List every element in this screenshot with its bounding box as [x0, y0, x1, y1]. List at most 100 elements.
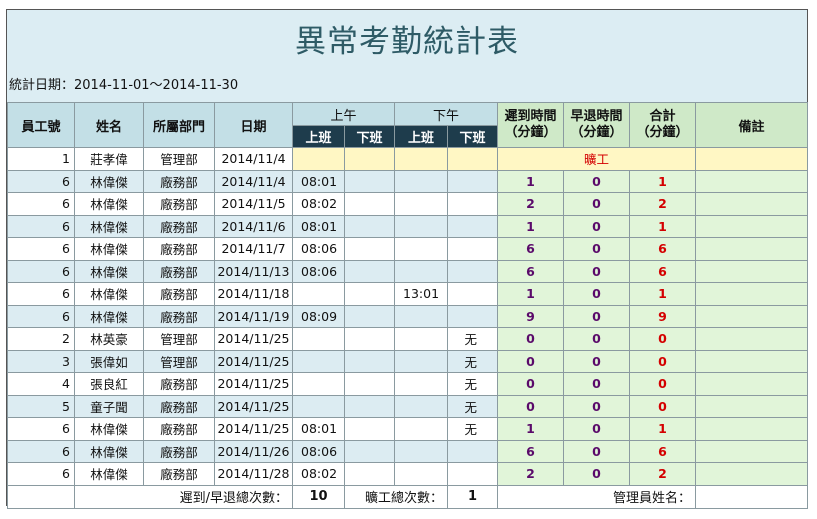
cell-am-out[interactable]: [343, 349, 396, 373]
cell-am-in[interactable]: [292, 372, 345, 396]
cell-name[interactable]: 林偉傑: [74, 282, 144, 306]
cell-emp-no[interactable]: 6: [7, 462, 75, 486]
cell-total[interactable]: 9: [629, 304, 697, 328]
cell-notes[interactable]: [695, 304, 809, 328]
cell-pm-in[interactable]: [394, 304, 449, 328]
cell-dept[interactable]: 廠務部: [143, 192, 215, 216]
cell-date[interactable]: 2014/11/25: [214, 417, 293, 441]
cell-date[interactable]: 2014/11/26: [214, 439, 293, 463]
cell-dept[interactable]: 廠務部: [143, 237, 215, 261]
cell-am-out[interactable]: [343, 327, 396, 351]
cell-late[interactable]: 6: [497, 259, 565, 283]
cell-dept[interactable]: 管理部: [143, 327, 215, 351]
cell-notes[interactable]: [695, 349, 809, 373]
cell-dept[interactable]: 管理部: [143, 349, 215, 373]
cell-total[interactable]: 0: [629, 372, 697, 396]
cell-emp-no[interactable]: 4: [7, 372, 75, 396]
cell-am-out[interactable]: [343, 282, 396, 306]
cell-date[interactable]: 2014/11/25: [214, 349, 293, 373]
cell-pm-out[interactable]: [447, 169, 499, 193]
cell-pm-in[interactable]: [394, 237, 449, 261]
cell-emp-no[interactable]: 6: [7, 439, 75, 463]
cell-early[interactable]: 0: [563, 192, 631, 216]
cell-dept[interactable]: 廠務部: [143, 304, 215, 328]
cell-pm-out[interactable]: [447, 304, 499, 328]
cell-late[interactable]: 1: [497, 169, 565, 193]
cell-am-in[interactable]: 08:06: [292, 259, 345, 283]
cell-am-out[interactable]: [343, 259, 396, 283]
cell-total[interactable]: 6: [629, 259, 697, 283]
cell-name[interactable]: 林偉傑: [74, 214, 144, 238]
cell-total[interactable]: 0: [629, 327, 697, 351]
cell-emp-no[interactable]: 6: [7, 169, 75, 193]
cell-pm-out[interactable]: [447, 439, 499, 463]
cell-total[interactable]: 6: [629, 439, 697, 463]
cell-early[interactable]: 0: [563, 327, 631, 351]
cell-total[interactable]: 6: [629, 237, 697, 261]
cell-emp-no[interactable]: 1: [7, 147, 75, 171]
cell-dept[interactable]: 廠務部: [143, 259, 215, 283]
cell-dept[interactable]: 廠務部: [143, 282, 215, 306]
cell-early[interactable]: 0: [563, 237, 631, 261]
cell-pm-out[interactable]: [447, 147, 499, 171]
cell-late[interactable]: 6: [497, 439, 565, 463]
cell-date[interactable]: 2014/11/7: [214, 237, 293, 261]
cell-name[interactable]: 張偉如: [74, 349, 144, 373]
cell-early[interactable]: 0: [563, 282, 631, 306]
cell-early[interactable]: 0: [563, 214, 631, 238]
cell-early[interactable]: 0: [563, 439, 631, 463]
cell-late[interactable]: 1: [497, 214, 565, 238]
cell-am-in[interactable]: 08:09: [292, 304, 345, 328]
cell-total[interactable]: 1: [629, 169, 697, 193]
cell-emp-no[interactable]: 6: [7, 282, 75, 306]
cell-am-out[interactable]: [343, 147, 396, 171]
cell-am-out[interactable]: [343, 237, 396, 261]
cell-am-in[interactable]: 08:02: [292, 192, 345, 216]
cell-pm-in[interactable]: [394, 169, 449, 193]
cell-pm-in[interactable]: [394, 327, 449, 351]
cell-late[interactable]: 9: [497, 304, 565, 328]
cell-am-out[interactable]: [343, 394, 396, 418]
cell-total[interactable]: 1: [629, 214, 697, 238]
cell-am-out[interactable]: [343, 462, 396, 486]
cell-pm-out[interactable]: 无: [447, 372, 499, 396]
cell-pm-out[interactable]: [447, 237, 499, 261]
cell-pm-in[interactable]: [394, 259, 449, 283]
cell-late[interactable]: 1: [497, 282, 565, 306]
cell-am-out[interactable]: [343, 372, 396, 396]
cell-am-in[interactable]: [292, 147, 345, 171]
cell-date[interactable]: 2014/11/6: [214, 214, 293, 238]
cell-pm-out[interactable]: 无: [447, 394, 499, 418]
cell-pm-out[interactable]: 无: [447, 417, 499, 441]
cell-am-in[interactable]: [292, 394, 345, 418]
cell-dept[interactable]: 廠務部: [143, 372, 215, 396]
cell-early[interactable]: 0: [563, 169, 631, 193]
cell-early[interactable]: 0: [563, 417, 631, 441]
cell-notes[interactable]: [695, 147, 809, 171]
cell-name[interactable]: 林英豪: [74, 327, 144, 351]
cell-late[interactable]: 0: [497, 327, 565, 351]
cell-pm-in[interactable]: [394, 417, 449, 441]
cell-total[interactable]: 0: [629, 394, 697, 418]
cell-total[interactable]: 1: [629, 282, 697, 306]
cell-late[interactable]: 2: [497, 192, 565, 216]
cell-total[interactable]: 2: [629, 192, 697, 216]
cell-am-in[interactable]: 08:01: [292, 214, 345, 238]
cell-am-out[interactable]: [343, 417, 396, 441]
cell-late[interactable]: 1: [497, 417, 565, 441]
cell-absent-status[interactable]: 曠工: [497, 147, 697, 171]
cell-early[interactable]: 0: [563, 304, 631, 328]
cell-late[interactable]: 2: [497, 462, 565, 486]
cell-notes[interactable]: [695, 394, 809, 418]
cell-emp-no[interactable]: 6: [7, 214, 75, 238]
cell-early[interactable]: 0: [563, 372, 631, 396]
cell-total[interactable]: 1: [629, 417, 697, 441]
cell-dept[interactable]: 廠務部: [143, 417, 215, 441]
cell-name[interactable]: 林偉傑: [74, 304, 144, 328]
cell-date[interactable]: 2014/11/4: [214, 169, 293, 193]
cell-notes[interactable]: [695, 282, 809, 306]
cell-pm-in[interactable]: [394, 147, 449, 171]
cell-notes[interactable]: [695, 237, 809, 261]
cell-pm-in[interactable]: [394, 372, 449, 396]
cell-pm-out[interactable]: [447, 259, 499, 283]
